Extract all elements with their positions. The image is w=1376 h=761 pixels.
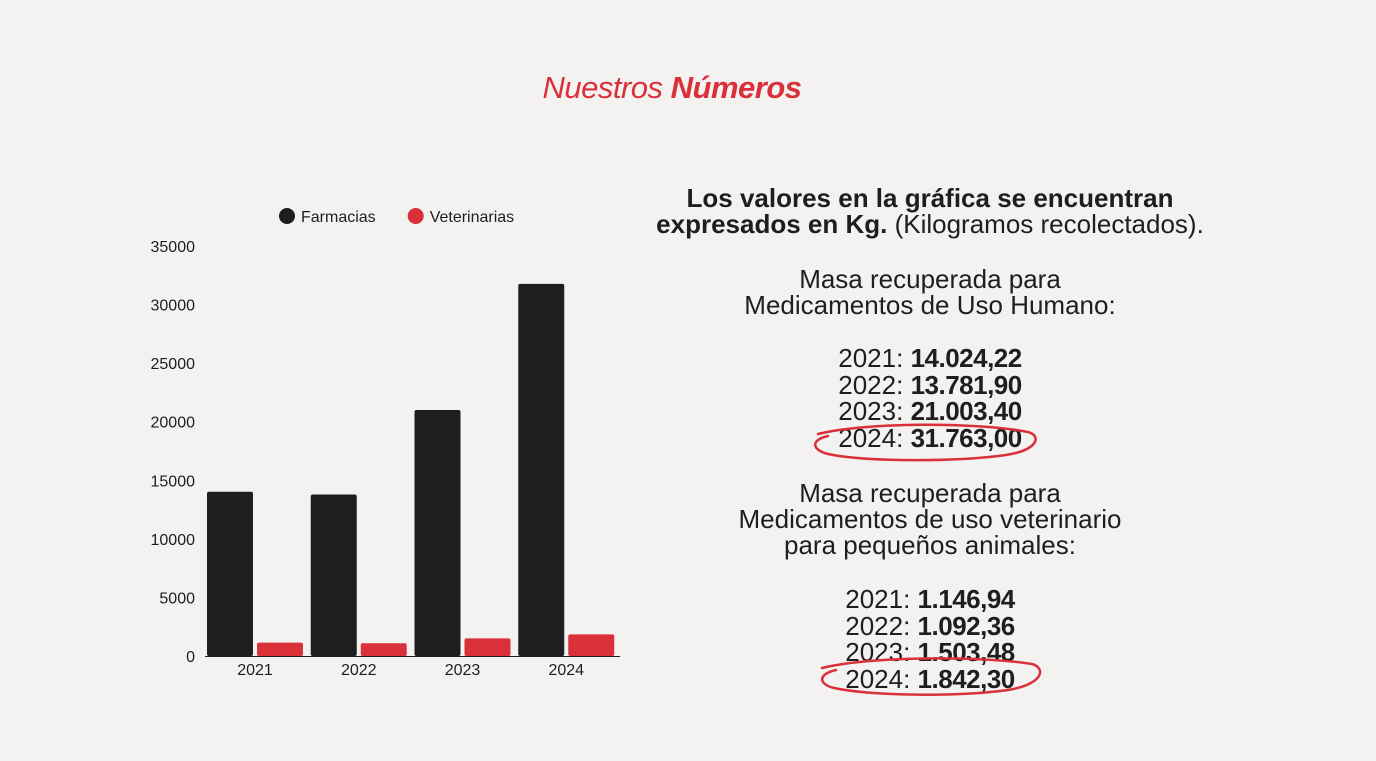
bar-farmacias-2021 [207,491,253,656]
bar-veterinarias-2021 [257,642,303,656]
highlight-circle-human-2024 [814,423,1037,462]
bar-chart: 0 5000 10000 15000 20000 25000 30000 35000 2021 2… [151,208,620,679]
year-label: 2022: [838,369,904,400]
x-tick-label: 2022 [341,662,377,679]
vet-row-2024: 2024: 1.842,30 [620,663,1240,694]
human-heading-line-2: Medicamentos de Uso Humano: [744,290,1116,320]
y-tick-label: 5000 [159,590,195,607]
legend-marker-veterinarias [407,208,424,224]
intro-text: Los valores en la gráfica se encuentran … [620,185,1240,237]
highlight-circle-vet-2024 [820,657,1042,696]
legend-marker-farmacias [279,208,295,224]
vet-row-2022: 2022: 1.092,36 [620,610,1240,641]
year-label: 2021: [838,343,904,373]
page-title: Nuestros Números [0,70,1344,106]
value-label: 1.092,36 [917,610,1016,641]
intro-line-1: Los valores en la gráfica se encuentran [686,183,1174,213]
value-label: 13.781,90 [910,369,1023,400]
intro-rest: (Kilogramos recolectados). [887,209,1204,239]
x-tick-label: 2021 [237,662,273,679]
y-tick-label: 15000 [151,473,196,490]
vet-heading-line-2: Medicamentos de uso veterinario [738,504,1122,534]
intro-bold: expresados en Kg. [656,209,888,239]
human-heading: Masa recuperada para Medicamentos de Uso… [620,266,1240,318]
value-label: 1.146,94 [917,584,1016,614]
y-tick-label: 10000 [151,532,196,549]
y-tick-label: 20000 [151,415,196,432]
legend-label-farmacias: Farmacias [301,209,376,226]
y-tick-label: 25000 [151,356,196,373]
x-tick-label: 2023 [445,662,481,679]
human-values: 2021: 14.024,22 2022: 13.781,90 2023: 21… [620,345,1240,451]
title-bold: Números [670,70,802,105]
human-row-2021: 2021: 14.024,22 [620,345,1240,372]
year-label: 2024: [845,663,911,694]
vet-heading-line-1: Masa recuperada para [799,478,1061,508]
bar-farmacias-2022 [310,494,357,656]
vet-row-2021: 2021: 1.146,94 [620,586,1240,613]
vet-heading-line-3: para pequeños animales: [784,530,1076,560]
legend-label-veterinarias: Veterinarias [430,209,515,226]
y-tick-label: 35000 [151,239,196,256]
bar-veterinarias-2023 [464,638,511,656]
x-tick-label: 2024 [548,662,584,679]
bar-farmacias-2023 [414,409,461,656]
value-label: 14.024,22 [910,343,1023,373]
bar-farmacias-2024 [518,283,565,656]
y-tick-label: 30000 [151,298,196,315]
bar-veterinarias-2022 [360,643,407,656]
year-label: 2022: [845,610,911,641]
value-label: 1.842,30 [917,663,1016,694]
value-label: 21.003,40 [910,396,1023,426]
vet-heading: Masa recuperada para Medicamentos de uso… [620,480,1240,558]
human-heading-line-1: Masa recuperada para [799,264,1061,294]
year-label: 2021: [845,584,911,614]
year-label: 2023: [838,396,904,426]
y-tick-label: 0 [186,649,195,666]
human-row-2022: 2022: 13.781,90 [620,369,1240,400]
intro-line-2: expresados en Kg. (Kilogramos recolectad… [620,211,1240,237]
title-light: Nuestros [542,70,663,105]
bar-veterinarias-2024 [568,634,615,656]
human-row-2023: 2023: 21.003,40 [620,398,1240,425]
